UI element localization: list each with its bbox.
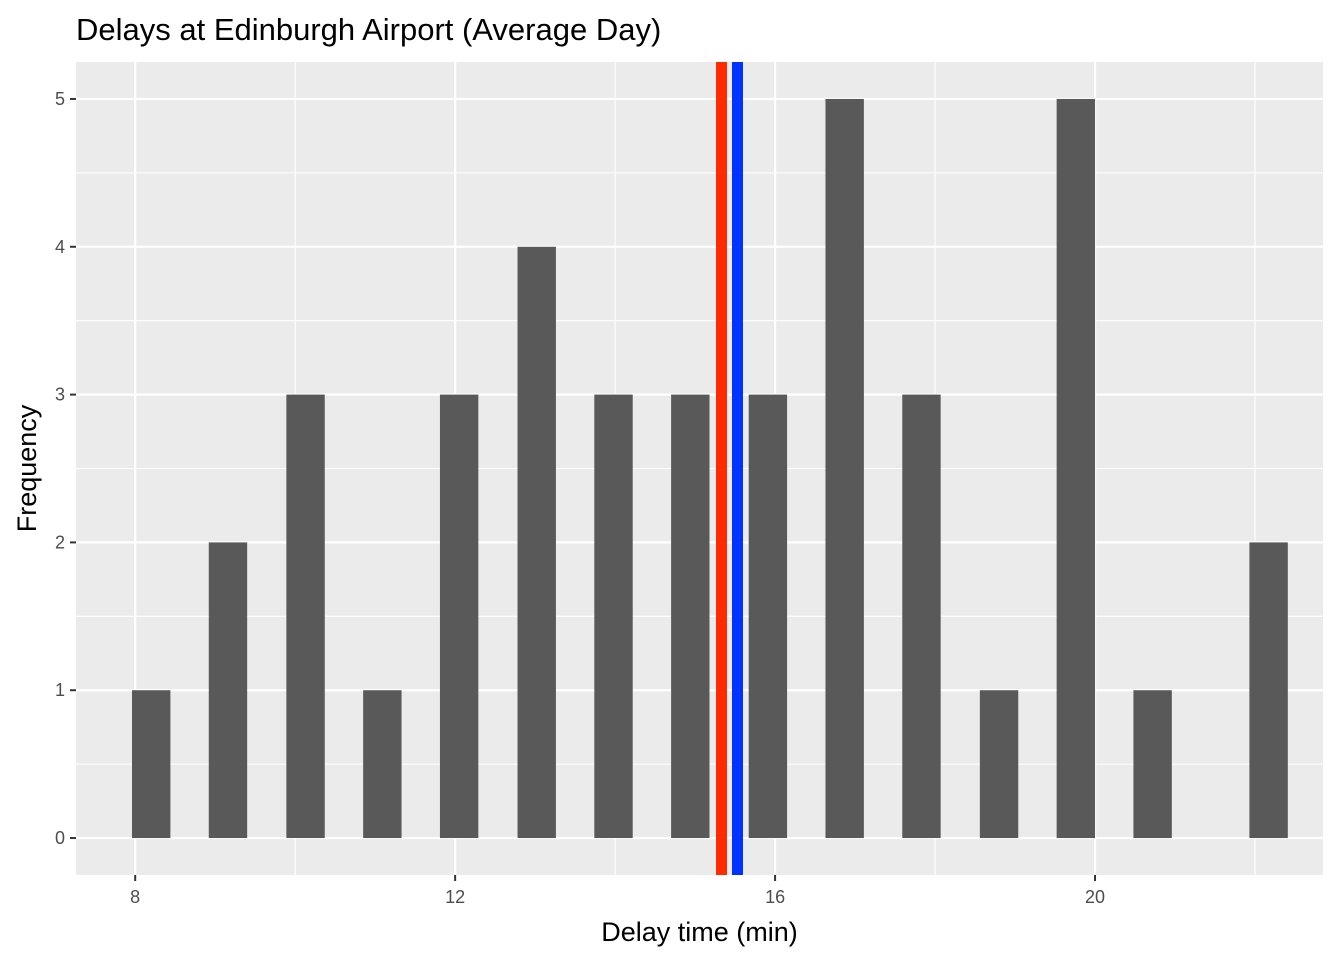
vline-layer bbox=[715, 62, 743, 875]
bar bbox=[671, 394, 710, 839]
chart-title: Delays at Edinburgh Airport (Average Day… bbox=[76, 12, 661, 47]
bar bbox=[825, 98, 864, 839]
bar bbox=[363, 690, 402, 839]
y-tick-label: 5 bbox=[55, 89, 65, 109]
bar bbox=[517, 246, 556, 839]
y-tick-label: 0 bbox=[55, 828, 65, 848]
y-tick-label: 1 bbox=[55, 680, 65, 700]
x-axis-title: Delay time (min) bbox=[601, 917, 798, 947]
y-axis-title: Frequency bbox=[12, 404, 42, 532]
bar bbox=[1056, 98, 1096, 839]
bar bbox=[439, 394, 479, 839]
bar bbox=[131, 690, 171, 839]
bar bbox=[748, 394, 788, 839]
y-tick-label: 2 bbox=[55, 532, 65, 552]
bar bbox=[1249, 542, 1288, 839]
x-tick-label: 8 bbox=[130, 887, 140, 907]
x-tick-label: 20 bbox=[1085, 887, 1105, 907]
bar bbox=[902, 394, 941, 839]
x-tick-label: 16 bbox=[765, 887, 785, 907]
y-tick-label: 4 bbox=[55, 237, 65, 257]
bar bbox=[208, 542, 248, 839]
bar bbox=[286, 394, 325, 839]
bar bbox=[594, 394, 633, 839]
y-tick-label: 3 bbox=[55, 385, 65, 405]
x-tick-label: 12 bbox=[445, 887, 465, 907]
bar-layer bbox=[131, 98, 1288, 839]
bar bbox=[979, 690, 1019, 839]
bar bbox=[1133, 690, 1172, 839]
